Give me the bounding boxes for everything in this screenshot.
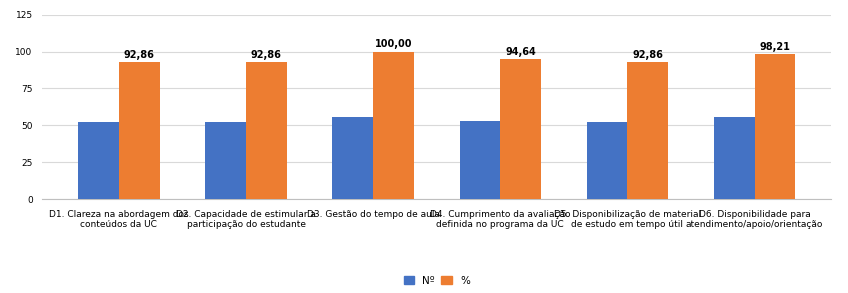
Text: 94,64: 94,64 xyxy=(505,47,536,57)
Bar xyxy=(714,117,755,199)
Text: 92,86: 92,86 xyxy=(633,50,663,60)
Bar xyxy=(78,122,119,199)
Bar xyxy=(500,59,541,199)
Bar xyxy=(119,62,159,199)
Legend: Nº, %: Nº, % xyxy=(399,272,474,290)
Bar xyxy=(246,62,287,199)
Bar xyxy=(373,52,414,199)
Bar xyxy=(755,54,795,199)
Bar xyxy=(332,117,373,199)
Text: 92,86: 92,86 xyxy=(251,50,282,60)
Bar xyxy=(587,122,628,199)
Text: 100,00: 100,00 xyxy=(375,39,412,49)
Text: 98,21: 98,21 xyxy=(760,42,790,52)
Bar xyxy=(460,121,500,199)
Bar xyxy=(205,122,246,199)
Text: 92,86: 92,86 xyxy=(124,50,154,60)
Bar xyxy=(628,62,668,199)
